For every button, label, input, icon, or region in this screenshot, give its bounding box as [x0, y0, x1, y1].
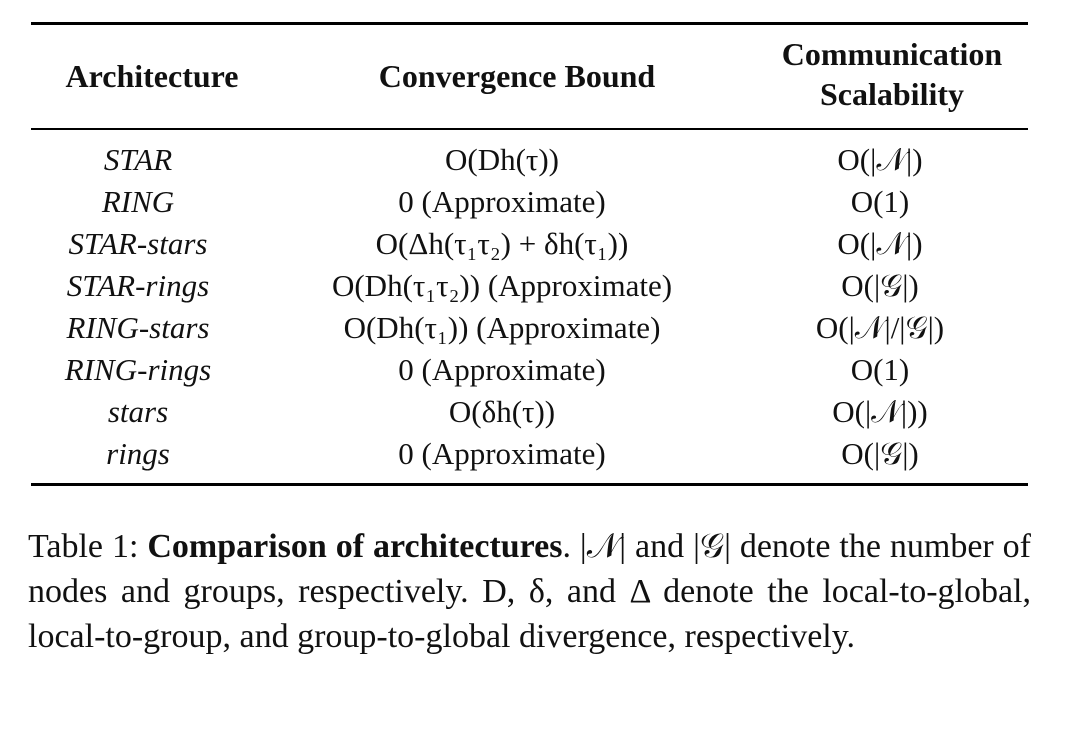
architecture-cell: RING [101, 184, 175, 219]
communication-cell: O(|𝒢|) [841, 436, 919, 471]
table-row: rings 0 (Approximate) O(|𝒢|) [31, 433, 1028, 475]
convergence-cell: O(Δh(τ₁τ₂) + δh(τ₁)) [375, 226, 629, 261]
communication-cell: O(1) [850, 352, 910, 387]
table-row: RING-stars O(Dh(τ₁)) (Approximate) O(|𝒩|… [31, 307, 1028, 349]
caption-title: Comparison of architectures [147, 528, 563, 565]
caption-body: . |𝒩| and |𝒢| denote the number of nodes… [28, 528, 1032, 655]
convergence-cell: O(Dh(τ₁)) (Approximate) [343, 310, 661, 345]
communication-cell: O(1) [850, 184, 910, 219]
mid-rule [31, 128, 1028, 130]
convergence-cell: O(Dh(τ)) [444, 142, 560, 177]
architecture-cell: STAR-rings [66, 268, 210, 303]
table-row: stars O(δh(τ)) O(|𝒩|)) [31, 391, 1028, 433]
header-communication-scalability: Communication Scalability [781, 36, 1003, 112]
architecture-cell: STAR [103, 142, 173, 177]
table-row: STAR-stars O(Δh(τ₁τ₂) + δh(τ₁)) O(|𝒩|) [31, 223, 1028, 265]
table-row: RING-rings 0 (Approximate) O(1) [31, 349, 1028, 391]
architecture-cell: rings [106, 436, 170, 471]
architecture-cell: stars [107, 394, 169, 429]
caption-label: Table 1: [28, 528, 148, 565]
communication-cell: O(|𝒩|)) [832, 394, 928, 429]
header-convergence-bound: Convergence Bound [378, 58, 656, 94]
convergence-cell: 0 (Approximate) [398, 436, 606, 471]
convergence-cell: O(δh(τ)) [448, 394, 556, 429]
bottom-rule [31, 483, 1028, 486]
communication-cell: O(|𝒢|) [841, 268, 919, 303]
table-row: STAR-rings O(Dh(τ₁τ₂)) (Approximate) O(|… [31, 265, 1028, 307]
communication-cell: O(|𝒩|) [837, 142, 923, 177]
communication-cell: O(|𝒩|/|𝒢|) [815, 310, 945, 345]
convergence-cell: 0 (Approximate) [398, 352, 606, 387]
architecture-cell: RING-stars [66, 310, 210, 345]
table-caption: Table 1: Comparison of architectures. |𝒩… [28, 524, 1031, 659]
table-row: STAR O(Dh(τ)) O(|𝒩|) [31, 139, 1028, 181]
communication-cell: O(|𝒩|) [837, 226, 923, 261]
convergence-cell: O(Dh(τ₁τ₂)) (Approximate) [331, 268, 673, 303]
architecture-cell: RING-rings [64, 352, 212, 387]
top-rule [31, 22, 1028, 25]
architecture-cell: STAR-stars [68, 226, 208, 261]
convergence-cell: 0 (Approximate) [398, 184, 606, 219]
table-row: RING 0 (Approximate) O(1) [31, 181, 1028, 223]
header-architecture: Architecture [65, 58, 239, 94]
